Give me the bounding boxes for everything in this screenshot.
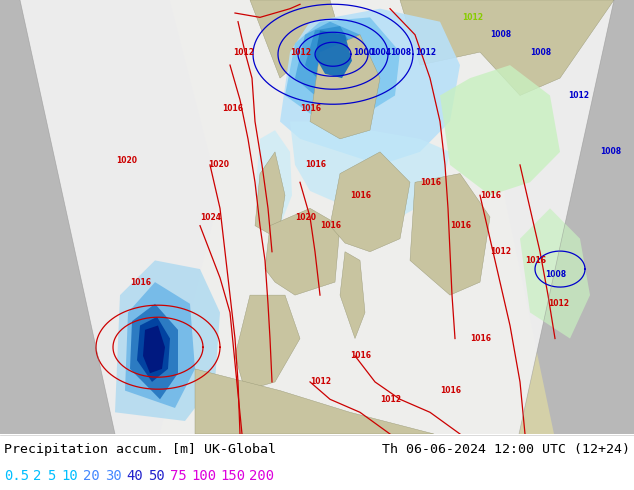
- Text: 40: 40: [126, 469, 143, 483]
- Text: 1008: 1008: [545, 270, 566, 279]
- Text: 1024: 1024: [200, 213, 221, 221]
- Text: 1012: 1012: [462, 13, 483, 22]
- Text: 1020: 1020: [208, 160, 229, 170]
- Text: 1016: 1016: [305, 160, 326, 170]
- Polygon shape: [250, 0, 340, 78]
- Text: 1008: 1008: [390, 48, 411, 57]
- Text: 30: 30: [105, 469, 122, 483]
- Polygon shape: [315, 30, 352, 78]
- Text: 1012: 1012: [380, 395, 401, 404]
- Polygon shape: [285, 17, 400, 117]
- Text: 1008: 1008: [530, 48, 551, 56]
- Polygon shape: [520, 208, 590, 339]
- Polygon shape: [130, 304, 178, 399]
- Polygon shape: [504, 0, 634, 434]
- Polygon shape: [235, 295, 300, 391]
- Text: 1016: 1016: [350, 191, 371, 200]
- Polygon shape: [0, 0, 170, 173]
- Text: 1016: 1016: [350, 351, 371, 360]
- Text: 1020: 1020: [295, 213, 316, 221]
- Text: 50: 50: [148, 469, 165, 483]
- Text: 1016: 1016: [525, 256, 546, 265]
- Polygon shape: [290, 122, 450, 217]
- Polygon shape: [310, 35, 380, 139]
- Text: 1000: 1000: [353, 48, 374, 57]
- Polygon shape: [400, 0, 614, 96]
- Text: 1016: 1016: [440, 386, 461, 395]
- Text: 5: 5: [47, 469, 56, 483]
- Text: 75: 75: [170, 469, 186, 483]
- Text: 1020: 1020: [116, 156, 137, 165]
- Text: 2: 2: [33, 469, 41, 483]
- Text: Th 06-06-2024 12:00 UTC (12+24): Th 06-06-2024 12:00 UTC (12+24): [382, 443, 630, 456]
- Text: 1016: 1016: [222, 104, 243, 113]
- Polygon shape: [125, 282, 195, 408]
- Polygon shape: [115, 260, 220, 421]
- Text: 10: 10: [61, 469, 79, 483]
- Text: 1016: 1016: [300, 104, 321, 113]
- Text: Precipitation accum. [m] UK-Global: Precipitation accum. [m] UK-Global: [4, 443, 276, 456]
- Text: 1012: 1012: [415, 48, 436, 57]
- Text: 1016: 1016: [420, 178, 441, 187]
- Polygon shape: [20, 0, 614, 434]
- Polygon shape: [330, 152, 410, 252]
- Text: 1012: 1012: [490, 247, 511, 256]
- Text: 100: 100: [191, 469, 216, 483]
- Text: 200: 200: [249, 469, 274, 483]
- Text: 1012: 1012: [233, 48, 254, 56]
- Polygon shape: [255, 152, 285, 239]
- Text: 1016: 1016: [320, 221, 341, 230]
- Polygon shape: [410, 173, 490, 295]
- Text: 1016: 1016: [470, 334, 491, 343]
- Text: 1016: 1016: [480, 191, 501, 200]
- Polygon shape: [143, 325, 165, 373]
- Text: 1012: 1012: [310, 377, 331, 387]
- Text: 20: 20: [83, 469, 100, 483]
- Polygon shape: [0, 0, 220, 434]
- Polygon shape: [255, 130, 292, 226]
- Polygon shape: [295, 22, 365, 100]
- Polygon shape: [340, 252, 365, 339]
- Polygon shape: [440, 65, 560, 196]
- Text: 150: 150: [220, 469, 245, 483]
- Text: 1012: 1012: [290, 48, 311, 56]
- Polygon shape: [195, 369, 434, 434]
- Text: 1012: 1012: [568, 91, 589, 100]
- Text: 1008: 1008: [490, 30, 511, 39]
- Text: 1016: 1016: [450, 221, 471, 230]
- Polygon shape: [280, 9, 460, 165]
- Polygon shape: [265, 208, 340, 295]
- Polygon shape: [137, 317, 170, 382]
- Text: 1016: 1016: [130, 278, 151, 287]
- Text: 1008: 1008: [600, 147, 621, 156]
- Text: 1012: 1012: [548, 299, 569, 308]
- Polygon shape: [305, 26, 358, 87]
- Text: 0.5: 0.5: [4, 469, 29, 483]
- Text: 1004: 1004: [370, 48, 391, 57]
